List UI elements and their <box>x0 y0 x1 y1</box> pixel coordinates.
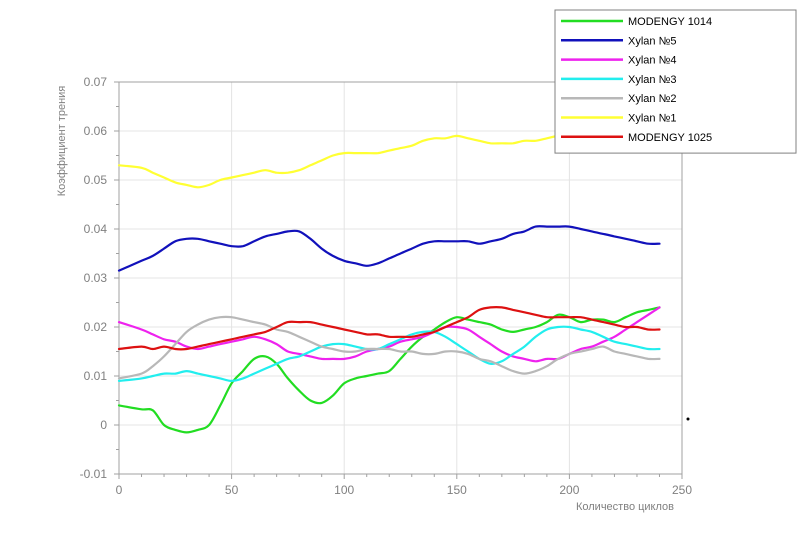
series-line-3 <box>117 325 661 382</box>
y-tick-label: 0.06 <box>84 124 108 138</box>
series-line-4 <box>117 315 661 380</box>
series-line-5 <box>117 134 571 189</box>
y-tick-label: 0.04 <box>84 222 108 236</box>
axis-ticks: -0.01 0 0.01 0.02 0.03 0.04 0.05 0.06 0.07 0 50 100… <box>80 75 693 497</box>
legend-label: Xylan №3 <box>628 74 677 86</box>
series-line-6 <box>117 306 661 351</box>
legend-label: Xylan №2 <box>628 93 677 105</box>
legend-label: Xylan №4 <box>628 55 677 67</box>
legend: MODENGY 1014 Xylan №5 Xylan №4 Xylan №3 Xyla… <box>554 9 797 154</box>
y-tick-label: 0.01 <box>84 369 108 383</box>
x-tick-label: 200 <box>559 483 579 497</box>
y-tick-label: 0.05 <box>84 173 108 187</box>
x-tick-label: 50 <box>225 483 239 497</box>
series-line-1 <box>117 225 661 272</box>
y-tick-label: 0.03 <box>84 271 108 285</box>
y-tick-label: 0 <box>100 418 107 432</box>
series-lines <box>117 134 661 434</box>
legend-label: Xylan №1 <box>628 113 677 125</box>
y-tick-label: 0.02 <box>84 320 108 334</box>
x-tick-label: 150 <box>447 483 467 497</box>
x-tick-label: 0 <box>116 483 123 497</box>
x-tick-label: 250 <box>672 483 692 497</box>
y-axis-title: Коэффициент трения <box>56 86 68 197</box>
legend-box <box>554 9 797 154</box>
x-tick-label: 100 <box>334 483 354 497</box>
legend-label: MODENGY 1014 <box>628 16 712 28</box>
legend-label: Xylan №5 <box>628 35 677 47</box>
legend-label: MODENGY 1025 <box>628 132 712 144</box>
stray-dot <box>686 417 690 421</box>
y-tick-label: 0.07 <box>84 75 108 89</box>
x-axis-title: Количество циклов <box>576 501 674 513</box>
y-tick-label: -0.01 <box>80 467 108 481</box>
